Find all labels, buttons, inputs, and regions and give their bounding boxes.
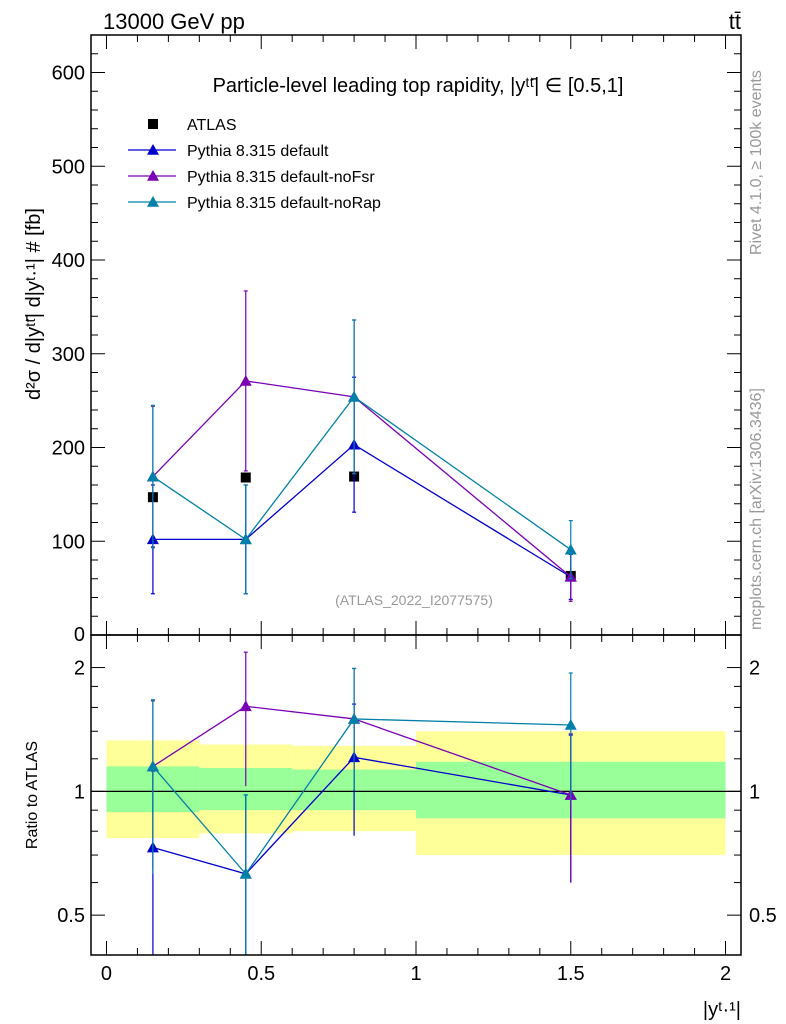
series-line-pythia-8-315-default-nofsr <box>152 380 572 578</box>
ratio-point-pythia-8-315-default-norap <box>348 712 361 724</box>
legend-marker-pythia-8-315-default-nofsr <box>147 170 159 181</box>
ratio-point-pythia-8-315-default-norap <box>564 718 577 730</box>
legend-label-pythia-8-315-default-nofsr: Pythia 8.315 default-noFsr <box>187 169 375 186</box>
legend-marker-atlas <box>148 119 158 129</box>
main-panel: (ATLAS_2022_I2077575) 100 200 300 400 500 600… <box>23 34 742 646</box>
ratio-line-pythia-8-315-default-norap <box>152 718 571 875</box>
ratio-point-pythia-8-315-default-nofsr <box>239 700 252 712</box>
y-tick-label: 400 <box>52 250 85 272</box>
ratio-y-tick-label: 2 <box>74 658 85 680</box>
y-tick-label: 200 <box>52 438 85 460</box>
ratio-y-tick-label-right: 0.5 <box>749 905 777 927</box>
point-pythia-8-315-default-nofsr <box>239 374 252 386</box>
ratio-y-tick-label-right: 1 <box>749 781 760 803</box>
legend-marker-pythia-8-315-default-norap <box>147 196 159 207</box>
y-tick-label: 0 <box>74 624 85 646</box>
process-label: tt̄ <box>729 9 741 34</box>
ratio-y-tick-label-right: 2 <box>749 658 760 680</box>
ratio-line-pythia-8-315-default-nofsr <box>152 705 571 796</box>
x-axis-label: |yᵗ·¹| <box>703 999 741 1021</box>
point-pythia-8-315-default-norap <box>239 533 252 545</box>
ratio-point-pythia-8-315-default-norap <box>146 760 159 772</box>
x-tick-label: 1.5 <box>557 963 585 985</box>
mcplots-label: mcplots.cern.ch [arXiv:1306.3436] <box>748 388 765 630</box>
energy-label: 13000 GeV pp <box>103 9 245 34</box>
legend-label-pythia-8-315-default-norap: Pythia 8.315 default-noRap <box>187 195 381 212</box>
y-tick-label: 100 <box>52 531 85 553</box>
legend-label-atlas: ATLAS <box>187 117 237 134</box>
legend-marker-pythia-8-315-default <box>147 144 159 155</box>
ratio-y-label: Ratio to ATLAS <box>24 741 41 849</box>
series-line-pythia-8-315-default <box>152 443 572 578</box>
legend: ATLAS Pythia 8.315 default Pythia 8.315 de… <box>128 117 381 212</box>
y-tick-label: 500 <box>52 156 85 178</box>
ratio-y-tick-label: 0.5 <box>57 905 85 927</box>
y-axis-label: d²σ / d|yᵗᵗ̄| d|yᵗ·¹| # [fb] <box>23 208 45 400</box>
legend-label-pythia-8-315-default: Pythia 8.315 default <box>187 143 329 160</box>
point-pythia-8-315-default-norap <box>348 390 361 402</box>
y-tick-label: 300 <box>52 344 85 366</box>
x-tick-label: 2 <box>720 963 731 985</box>
series-line-pythia-8-315-default-norap <box>152 395 572 551</box>
rivet-label: Rivet 4.1.0, ≥ 100k events <box>748 70 765 255</box>
x-tick-label: 0 <box>101 963 112 985</box>
x-tick-label: 0.5 <box>247 963 275 985</box>
chart-title: Particle-level leading top rapidity, |yᵗ… <box>213 75 624 97</box>
y-tick-label: 600 <box>52 63 85 85</box>
ratio-point-pythia-8-315-default-norap <box>239 867 252 879</box>
point-atlas <box>240 472 251 483</box>
watermark: (ATLAS_2022_I2077575) <box>335 592 493 608</box>
ratio-panel: 0.5 0.5 1 1 2 2 0 0.5 1 1.5 2 Ratio to ATLAS |yᵗ·¹… <box>24 634 777 1021</box>
ratio-line-pythia-8-315-default <box>152 756 571 875</box>
ratio-y-tick-label: 1 <box>74 781 85 803</box>
x-tick-label: 1 <box>410 963 421 985</box>
point-pythia-8-315-default-norap <box>146 470 159 482</box>
point-pythia-8-315-default-norap <box>564 543 577 555</box>
